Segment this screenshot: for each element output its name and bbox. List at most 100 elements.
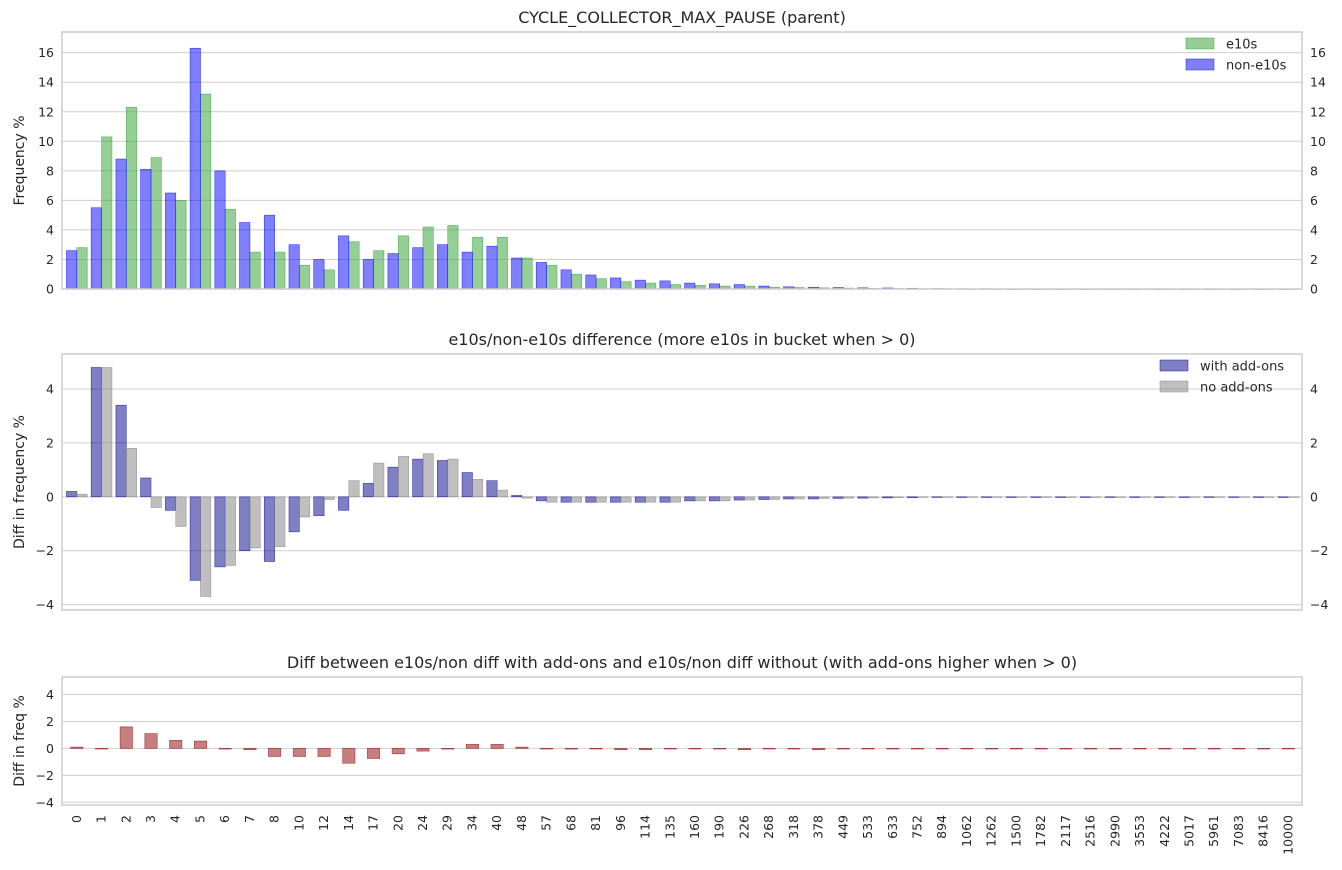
x-tick-label: 57 (539, 815, 554, 831)
bar-diff (713, 748, 727, 750)
bar-non-e10s (709, 283, 721, 290)
bar-diff (1257, 748, 1271, 750)
x-tick-label: 5017 (1181, 815, 1196, 847)
y-tick-label: 14 (38, 75, 54, 90)
bar-diff (243, 748, 257, 751)
bar-no-add-ons (620, 496, 632, 503)
bar-no-add-ons (595, 496, 607, 503)
x-tick-label: 114 (638, 815, 653, 839)
bar-diff (218, 748, 232, 750)
bar-no-add-ons (224, 496, 236, 566)
bar-with-add-ons (882, 496, 894, 499)
bar-diff (1183, 748, 1196, 750)
bar-diff (985, 748, 999, 750)
bar-no-add-ons (1090, 496, 1102, 498)
bar-diff (1034, 748, 1048, 750)
bar-diff (416, 748, 430, 752)
bar-no-add-ons (744, 496, 756, 501)
x-tick-label: 34 (464, 815, 479, 831)
bar-no-add-ons (397, 456, 409, 498)
bar-diff (144, 733, 158, 749)
x-tick-label: 4222 (1157, 815, 1172, 847)
axes-frame (61, 31, 1303, 290)
bar-diff (861, 748, 875, 750)
bar-with-add-ons (560, 496, 572, 503)
chart-title: Diff between e10s/non diff with add-ons … (287, 653, 1077, 672)
bar-no-add-ons (1288, 496, 1300, 498)
bar-e10s (200, 93, 212, 290)
bar-with-add-ons (832, 496, 844, 499)
bar-with-add-ons (857, 496, 869, 499)
bar-diff (441, 748, 455, 750)
bar-non-e10s (115, 158, 127, 290)
bar-e10s (571, 273, 583, 290)
bar-diff (737, 748, 751, 751)
y-tick-label-right: 6 (1310, 193, 1318, 208)
y-tick-label: 0 (46, 282, 54, 297)
x-tick-label: 8 (267, 815, 282, 823)
bar-with-add-ons (165, 496, 177, 511)
bar-no-add-ons (447, 458, 459, 498)
x-tick-label: 2516 (1083, 815, 1098, 847)
bar-no-add-ons (941, 496, 953, 498)
bar-no-add-ons (150, 496, 162, 508)
bar-no-add-ons (249, 496, 261, 549)
bar-diff (589, 748, 603, 750)
bar-no-add-ons (546, 496, 558, 503)
bar-diff (119, 726, 133, 749)
bar-diff (787, 748, 801, 750)
bar-diff (540, 748, 554, 750)
bar-with-add-ons (1055, 496, 1067, 498)
bar-e10s (373, 250, 385, 290)
bar-non-e10s (66, 250, 78, 290)
bar-no-add-ons (200, 496, 212, 597)
bar-non-e10s (535, 262, 547, 290)
bar-diff (564, 748, 578, 750)
bar-with-add-ons (189, 496, 201, 581)
bar-diff (935, 748, 949, 750)
x-tick-label: 7 (242, 815, 257, 823)
bar-no-add-ons (472, 479, 484, 498)
x-tick-label: 226 (736, 815, 751, 839)
bar-e10s (645, 282, 657, 290)
bar-diff (614, 748, 628, 751)
bar-with-add-ons (1005, 496, 1017, 498)
bar-non-e10s (362, 259, 374, 290)
bar-non-e10s (165, 192, 177, 290)
bar-no-add-ons (496, 489, 508, 498)
bar-with-add-ons (140, 477, 152, 498)
bar-no-add-ons (274, 496, 286, 547)
x-tick-label: 752 (910, 815, 925, 839)
bar-with-add-ons (412, 458, 424, 498)
x-tick-label: 96 (613, 815, 628, 831)
y-tick-label: −2 (36, 768, 54, 783)
bar-with-add-ons (684, 496, 696, 502)
bar-no-add-ons (175, 496, 187, 527)
y-axis-label: Frequency % (12, 115, 28, 205)
bar-non-e10s (486, 245, 498, 290)
bar-non-e10s (387, 253, 399, 290)
bar-with-add-ons (1079, 496, 1091, 498)
bar-no-add-ons (768, 496, 780, 500)
y-tick-label: 8 (46, 163, 54, 178)
bar-no-add-ons (843, 496, 855, 499)
x-tick-label: 6 (217, 815, 232, 823)
bar-with-add-ons (66, 491, 78, 498)
bar-e10s (521, 257, 533, 290)
bar-no-add-ons (669, 496, 681, 503)
y-tick-label-right: 10 (1310, 134, 1326, 149)
bar-e10s (150, 157, 162, 290)
x-tick-label: 1 (94, 815, 109, 823)
y-tick-label: 6 (46, 193, 54, 208)
bar-with-add-ons (1154, 496, 1166, 498)
x-tick-label: 533 (860, 815, 875, 839)
bar-e10s (447, 225, 459, 290)
x-tick-label: 7083 (1231, 815, 1246, 847)
bar-non-e10s (338, 235, 350, 290)
bar-no-add-ons (1263, 496, 1275, 498)
bar-with-add-ons (263, 496, 275, 562)
x-tick-label: 894 (934, 815, 949, 839)
bar-diff (1133, 748, 1147, 750)
x-tick-label: 135 (662, 815, 677, 839)
y-tick-label-right: 2 (1310, 252, 1318, 267)
